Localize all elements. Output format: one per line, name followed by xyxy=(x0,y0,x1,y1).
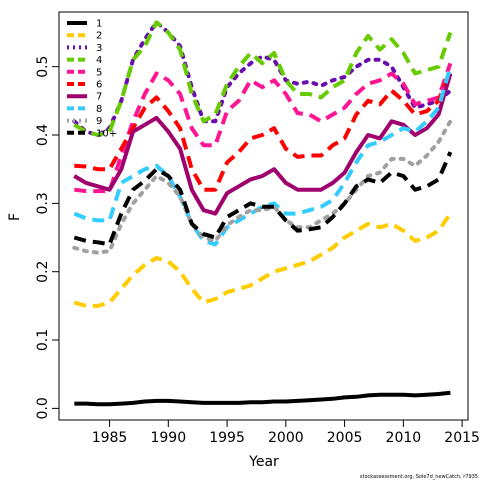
series-line-2 xyxy=(73,212,453,308)
legend-label: 9 xyxy=(96,116,102,127)
legend-label: 7 xyxy=(96,92,102,103)
x-tick-label: 2010 xyxy=(386,430,422,446)
y-tick-label: 0.4 xyxy=(35,124,51,146)
y-tick-label: 0.3 xyxy=(35,192,51,214)
y-tick-label: 0.2 xyxy=(35,261,51,283)
legend-label: 1 xyxy=(96,19,102,30)
x-tick-label: 1990 xyxy=(150,430,186,446)
y-axis: 0.0 0.1 0.2 0.3 0.4 0.5 xyxy=(35,56,59,420)
series-layer xyxy=(72,20,453,407)
legend-label: 2 xyxy=(96,31,102,42)
y-tick-label: 0.1 xyxy=(35,329,51,351)
x-tick-label: 2015 xyxy=(444,430,480,446)
legend-label: 5 xyxy=(96,67,102,78)
series-line-6 xyxy=(74,69,453,192)
x-tick-label: 1985 xyxy=(92,430,128,446)
x-tick-label: 2005 xyxy=(327,430,363,446)
plot-area xyxy=(58,11,469,421)
x-tick-label: 2000 xyxy=(268,430,304,446)
x-axis-title: Year xyxy=(248,454,279,470)
series-line-1 xyxy=(74,390,451,407)
series-line-7 xyxy=(73,72,453,216)
y-tick-label: 0.5 xyxy=(35,56,51,78)
series-line-8 xyxy=(73,66,453,247)
x-tick-label: 1995 xyxy=(209,430,245,446)
legend-label: 8 xyxy=(96,104,102,115)
legend-label: 3 xyxy=(96,43,102,54)
series-line-10plus xyxy=(73,151,453,247)
legend-label: 4 xyxy=(96,55,102,66)
footnote: stockassessment.org, Sole7d_newCatch, r7… xyxy=(360,474,478,480)
y-tick-label: 0.0 xyxy=(35,397,51,419)
x-axis: 1985 1990 1995 2000 2005 2010 2015 xyxy=(92,420,480,446)
series-line-4 xyxy=(73,20,453,137)
legend-label: 6 xyxy=(96,80,102,91)
plot-frame xyxy=(58,11,469,421)
y-axis-title: F xyxy=(7,213,23,221)
series-line-9 xyxy=(72,119,453,255)
series-line-5 xyxy=(74,62,453,194)
legend-label: 10+ xyxy=(96,128,117,139)
